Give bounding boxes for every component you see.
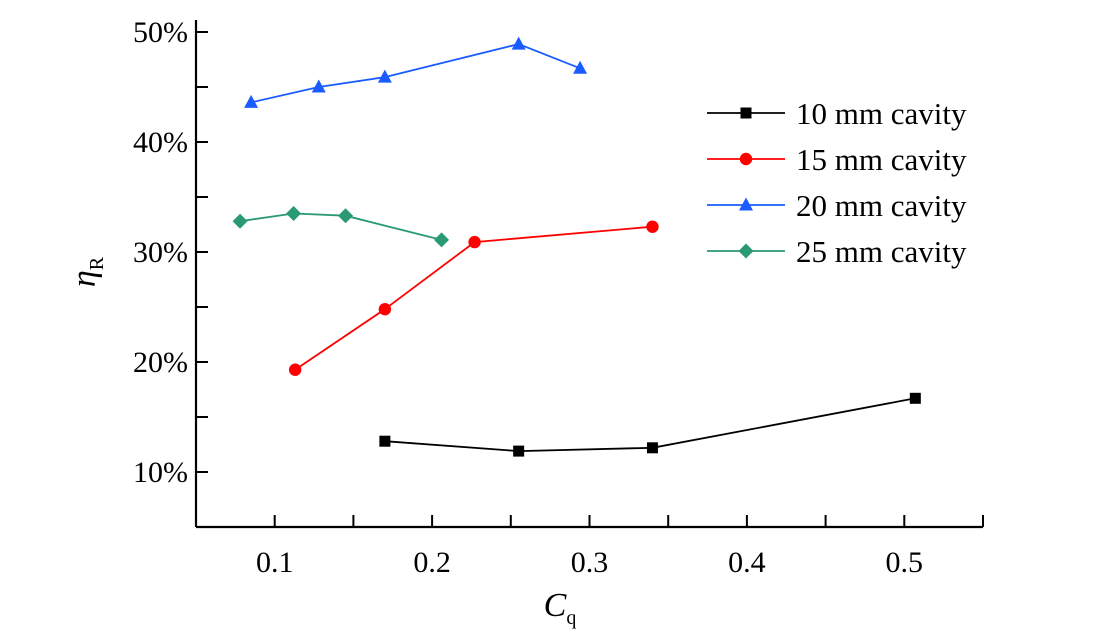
series-line — [239, 212, 442, 241]
x-tick-label: 0.5 — [886, 546, 924, 579]
series-layer — [232, 36, 921, 457]
data-point — [311, 79, 326, 93]
data-point — [434, 232, 450, 248]
data-point — [288, 363, 302, 376]
series-2 — [244, 36, 588, 108]
data-point — [513, 445, 525, 457]
series-0 — [379, 392, 921, 457]
data-point — [646, 220, 659, 233]
series-line — [294, 225, 653, 371]
x-tick-label: 0.4 — [728, 546, 766, 579]
x-tick-label: 0.1 — [256, 546, 294, 579]
data-point — [379, 435, 391, 447]
data-point — [378, 303, 392, 316]
y-tick-label: 50% — [133, 16, 188, 49]
series-line — [250, 43, 581, 104]
y-axis-title: ηR — [66, 256, 108, 287]
axes: 10% 20% 30% 40% 50% 0.1 0.2 0.3 0.4 0.5 — [133, 16, 984, 579]
legend-marker — [739, 197, 753, 211]
legend-marker — [739, 152, 753, 166]
series-1 — [288, 220, 659, 376]
data-point — [338, 208, 354, 224]
data-point — [468, 235, 481, 249]
legend-label: 25 mm cavity — [796, 234, 967, 269]
data-point — [646, 442, 658, 454]
legend-label: 20 mm cavity — [796, 188, 967, 223]
legend-marker — [738, 243, 754, 259]
data-point — [909, 392, 921, 404]
x-tick-label: 0.2 — [413, 546, 451, 579]
legend: 10 mm cavity 15 mm cavity 20 mm cavity 25 m… — [707, 96, 967, 269]
legend-label: 15 mm cavity — [796, 142, 967, 177]
x-tick-label: 0.3 — [571, 546, 609, 579]
legend-marker — [740, 107, 752, 119]
y-tick-label: 10% — [133, 456, 188, 489]
data-point — [286, 206, 302, 221]
series-3 — [232, 206, 450, 248]
series-line — [384, 397, 916, 453]
data-point — [573, 60, 588, 74]
x-axis-title: Cq — [544, 587, 577, 629]
legend-label: 10 mm cavity — [796, 96, 967, 131]
data-point — [377, 69, 392, 83]
y-tick-label: 30% — [133, 236, 188, 269]
y-tick-label: 20% — [133, 346, 188, 379]
data-point — [511, 36, 526, 50]
data-point — [232, 213, 248, 229]
y-tick-label: 40% — [133, 126, 188, 159]
data-point — [244, 94, 259, 108]
